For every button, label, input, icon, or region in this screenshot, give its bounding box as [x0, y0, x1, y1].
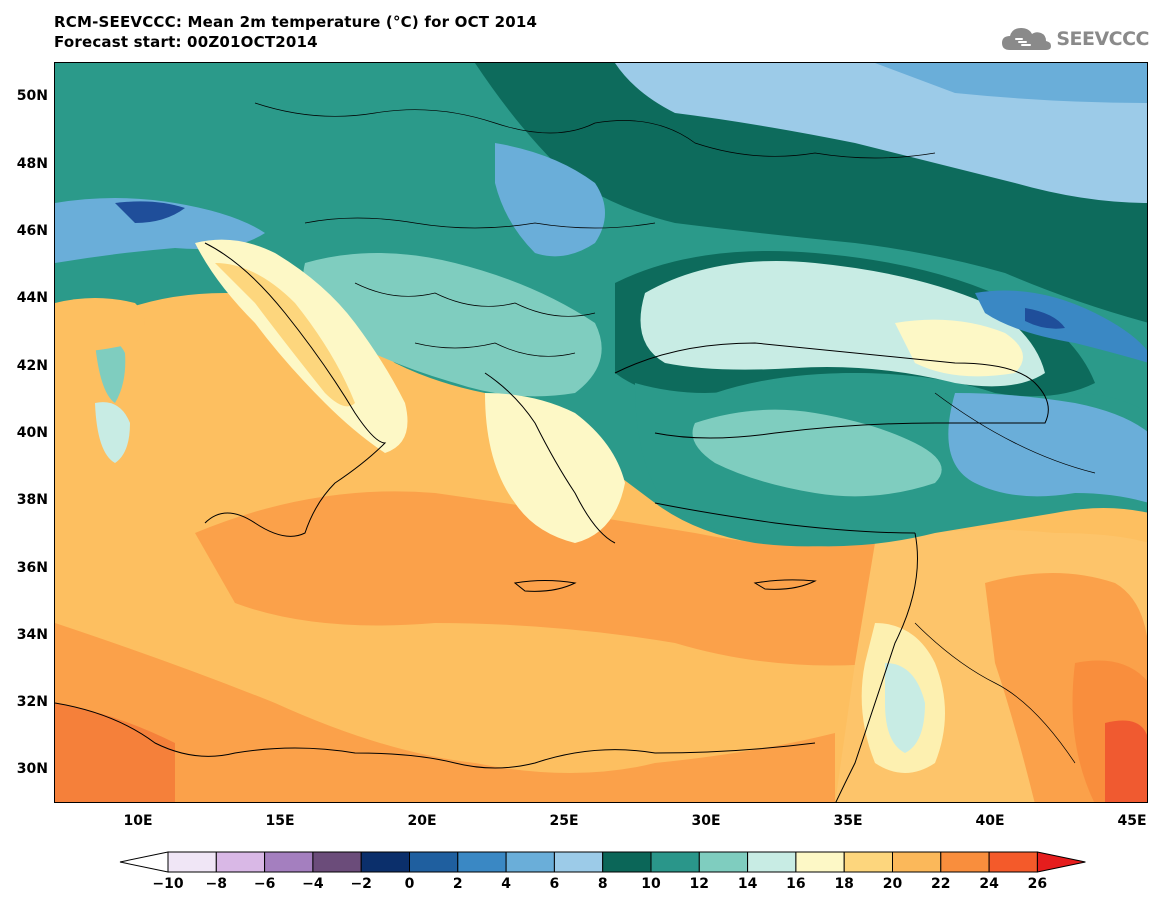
- colorbar-swatch: [264, 851, 314, 873]
- colorbar-label: −8: [205, 876, 228, 892]
- map-field: [55, 63, 1147, 802]
- colorbar-low-end: [119, 851, 169, 873]
- colorbar-label: 20: [882, 876, 903, 892]
- seevccc-logo: SEEVCCC: [1000, 24, 1149, 54]
- lat-tick-label: 42N: [16, 358, 48, 374]
- coastlines: [55, 242, 1049, 802]
- country-borders: [254, 102, 1096, 764]
- colorbar-label: 18: [834, 876, 854, 892]
- colorbar-swatch: [167, 851, 217, 873]
- lon-tick-label: 15E: [265, 813, 295, 829]
- colorbar-label: −2: [350, 876, 372, 892]
- title-line2: Forecast start: 00Z01OCT2014: [54, 33, 318, 51]
- colorbar-swatch: [698, 851, 749, 873]
- colorbar-high-end: [1036, 851, 1086, 873]
- colorbar-swatch: [940, 851, 990, 873]
- colorbar-swatches: [119, 851, 1086, 873]
- colorbar-label: 0: [404, 876, 415, 892]
- colorbar-swatch: [360, 851, 410, 873]
- temperature-map: [54, 62, 1148, 803]
- greece-zone: [485, 393, 625, 543]
- colorbar-label: 2: [452, 876, 463, 892]
- lat-tick-label: 30N: [16, 761, 48, 777]
- colorbar-swatch: [602, 851, 652, 873]
- colorbar-label: −6: [253, 876, 276, 892]
- colorbar-label: −4: [302, 876, 324, 892]
- colorbar-swatch: [215, 851, 266, 873]
- colorbar-swatch: [409, 851, 459, 873]
- lat-tick-label: 48N: [16, 156, 48, 172]
- colorbar-swatch: [650, 851, 700, 873]
- lon-tick-label: 20E: [407, 813, 437, 829]
- map-title: RCM-SEEVCCC: Mean 2m temperature (°C) fo…: [54, 12, 537, 52]
- colorbar-swatch: [312, 851, 362, 873]
- colorbar-label: 24: [979, 876, 999, 892]
- lon-tick-label: 10E: [123, 813, 153, 829]
- colorbar-swatch: [843, 851, 894, 873]
- colorbar-swatch: [988, 851, 1038, 873]
- colorbar-label: 4: [501, 876, 511, 892]
- logo-text: SEEVCCC: [1056, 28, 1149, 50]
- colorbar-swatch: [457, 851, 507, 873]
- lat-tick-label: 32N: [16, 694, 48, 710]
- lon-tick-label: 30E: [691, 813, 721, 829]
- colorbar-swatch: [505, 851, 555, 873]
- lat-tick-label: 46N: [16, 223, 48, 239]
- lon-tick-label: 25E: [549, 813, 579, 829]
- colorbar-label: 10: [641, 876, 661, 892]
- colorbar-label: 14: [737, 876, 758, 892]
- lat-tick-label: 50N: [16, 88, 48, 104]
- colorbar-label: −10: [152, 876, 184, 892]
- cloud-icon: [1002, 28, 1052, 50]
- lat-tick-label: 38N: [16, 492, 48, 508]
- colorbar-label: 22: [931, 876, 951, 892]
- lat-tick-label: 40N: [16, 425, 48, 441]
- colorbar-swatch: [795, 851, 845, 873]
- lat-tick-label: 44N: [16, 290, 48, 306]
- colorbar-label: 26: [1027, 876, 1048, 892]
- colorbar-label: 8: [597, 876, 608, 892]
- lat-tick-label: 34N: [16, 627, 48, 643]
- colorbar-swatch: [892, 851, 942, 873]
- colorbar-label: 6: [549, 876, 560, 892]
- lon-tick-label: 35E: [833, 813, 863, 829]
- lat-tick-label: 36N: [16, 560, 48, 576]
- title-line1: RCM-SEEVCCC: Mean 2m temperature (°C) fo…: [54, 13, 538, 31]
- colorbar-swatch: [553, 851, 604, 873]
- colorbar-label: 16: [786, 876, 806, 892]
- lon-tick-label: 45E: [1117, 813, 1147, 829]
- north-africa-zone: [55, 623, 835, 802]
- colorbar-label: 12: [689, 876, 710, 892]
- lon-tick-label: 40E: [975, 813, 1005, 829]
- colorbar-swatch: [747, 851, 797, 873]
